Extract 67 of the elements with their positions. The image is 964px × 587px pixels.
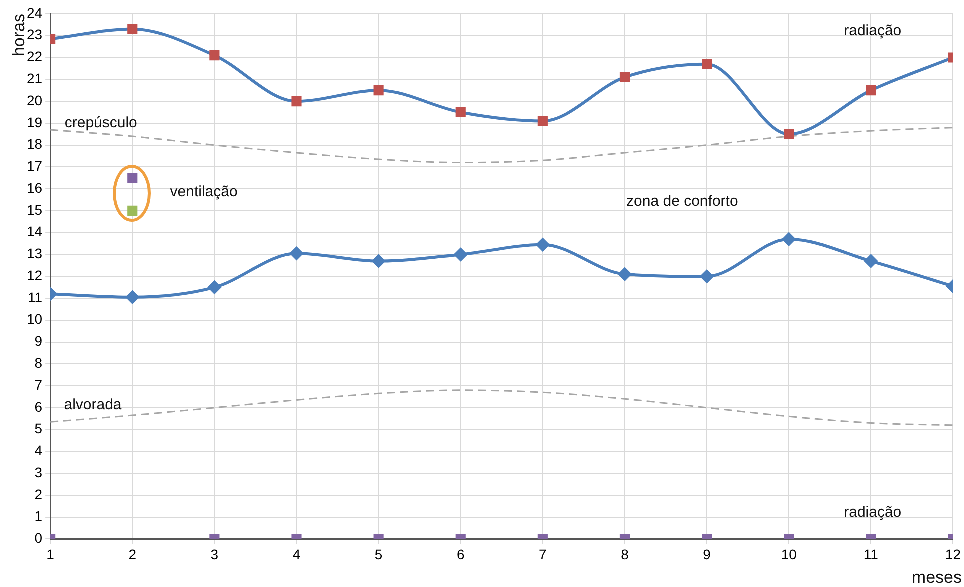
point — [456, 107, 466, 118]
y-tick-label: 7 — [34, 376, 43, 393]
annotation: radiação — [844, 504, 902, 522]
annotation: radiação — [844, 22, 902, 40]
y-tick-label: 10 — [26, 311, 43, 328]
x-tick-label: 11 — [864, 546, 879, 562]
y-tick-label: 4 — [34, 442, 43, 459]
y-tick-label: 8 — [34, 354, 43, 371]
point — [454, 248, 468, 262]
point — [864, 254, 878, 268]
point — [126, 290, 140, 304]
point — [536, 238, 550, 252]
y-tick-label: 11 — [28, 289, 43, 306]
x-tick-label: 10 — [781, 546, 798, 562]
x-tick-label: 12 — [945, 546, 962, 562]
x-tick-label: 3 — [210, 546, 219, 562]
y-tick-label: 24 — [26, 4, 43, 21]
point — [618, 268, 632, 281]
y-tick-label: 20 — [26, 92, 43, 108]
point — [208, 281, 222, 294]
x-tick-label: 1 — [46, 546, 55, 562]
y-tick-label: 14 — [26, 224, 43, 240]
point — [784, 129, 794, 140]
y-tick-label: 13 — [26, 246, 43, 262]
point — [372, 254, 386, 268]
point — [128, 24, 138, 34]
y-tick-label: 18 — [26, 136, 43, 152]
point — [866, 86, 876, 96]
x-tick-label: 9 — [703, 546, 712, 562]
point — [210, 50, 220, 61]
annotation: ventilação — [170, 184, 238, 201]
point — [374, 86, 384, 96]
y-axis-title: horas — [10, 14, 29, 57]
x-tick-label: 7 — [539, 546, 548, 562]
point — [128, 206, 138, 216]
y-tick-label: 9 — [34, 333, 43, 350]
x-axis-title: meses — [912, 568, 962, 587]
annotation: alvorada — [64, 396, 122, 414]
point — [782, 232, 796, 246]
y-tick-label: 0 — [34, 530, 43, 546]
y-tick-label: 6 — [34, 398, 43, 415]
y-tick-label: 12 — [26, 267, 43, 284]
y-tick-label: 21 — [26, 70, 43, 87]
y-tick-label: 1 — [34, 508, 43, 524]
point — [292, 96, 302, 107]
point — [538, 116, 548, 126]
y-tick-label: 15 — [26, 202, 43, 218]
annotation: crepúsculo — [64, 114, 138, 132]
point — [620, 72, 630, 82]
y-tick-label: 16 — [26, 180, 43, 196]
point — [702, 59, 712, 70]
y-tick-label: 5 — [34, 420, 43, 437]
x-tick-label: 2 — [128, 546, 137, 562]
x-tick-label: 5 — [374, 546, 383, 562]
annotation: zona de conforto — [626, 193, 738, 210]
y-tick-label: 22 — [26, 48, 43, 65]
y-tick-label: 19 — [26, 114, 43, 130]
x-tick-label: 6 — [456, 546, 465, 562]
y-tick-label: 23 — [26, 26, 43, 43]
point — [128, 173, 138, 184]
y-tick-label: 2 — [34, 486, 43, 502]
point — [290, 247, 304, 260]
y-tick-label: 17 — [26, 158, 43, 174]
x-tick-label: 8 — [621, 546, 630, 562]
x-tick-label: 4 — [292, 546, 301, 562]
point — [700, 270, 714, 284]
y-tick-label: 3 — [34, 464, 43, 480]
